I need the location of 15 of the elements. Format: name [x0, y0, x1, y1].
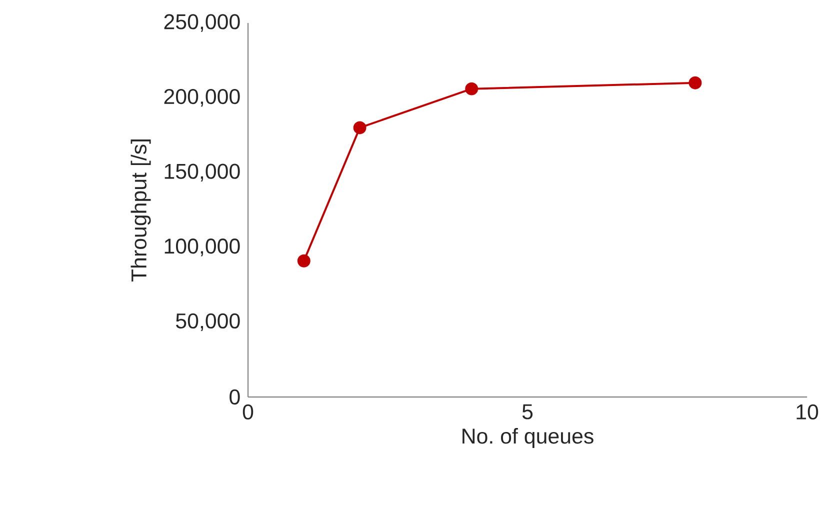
x-tick-label: 10 — [796, 404, 818, 420]
point — [688, 76, 702, 90]
y-tick-label: 200,000 — [164, 88, 240, 107]
x-axis-title: No. of queues — [462, 428, 594, 448]
point — [297, 254, 310, 268]
y-axis-title: Throughput [/s] — [130, 140, 151, 282]
y-tick-label: 0 — [230, 389, 240, 405]
x-tick-label: 5 — [522, 404, 533, 420]
x-tick-label: 0 — [242, 404, 254, 420]
y-tick-label: 100,000 — [164, 238, 240, 256]
y-tick-label: 150,000 — [164, 164, 240, 182]
y-tick-label: 50,000 — [176, 313, 240, 332]
y-tick-label: 250,000 — [164, 14, 240, 32]
point — [353, 121, 366, 134]
point — [465, 82, 478, 96]
